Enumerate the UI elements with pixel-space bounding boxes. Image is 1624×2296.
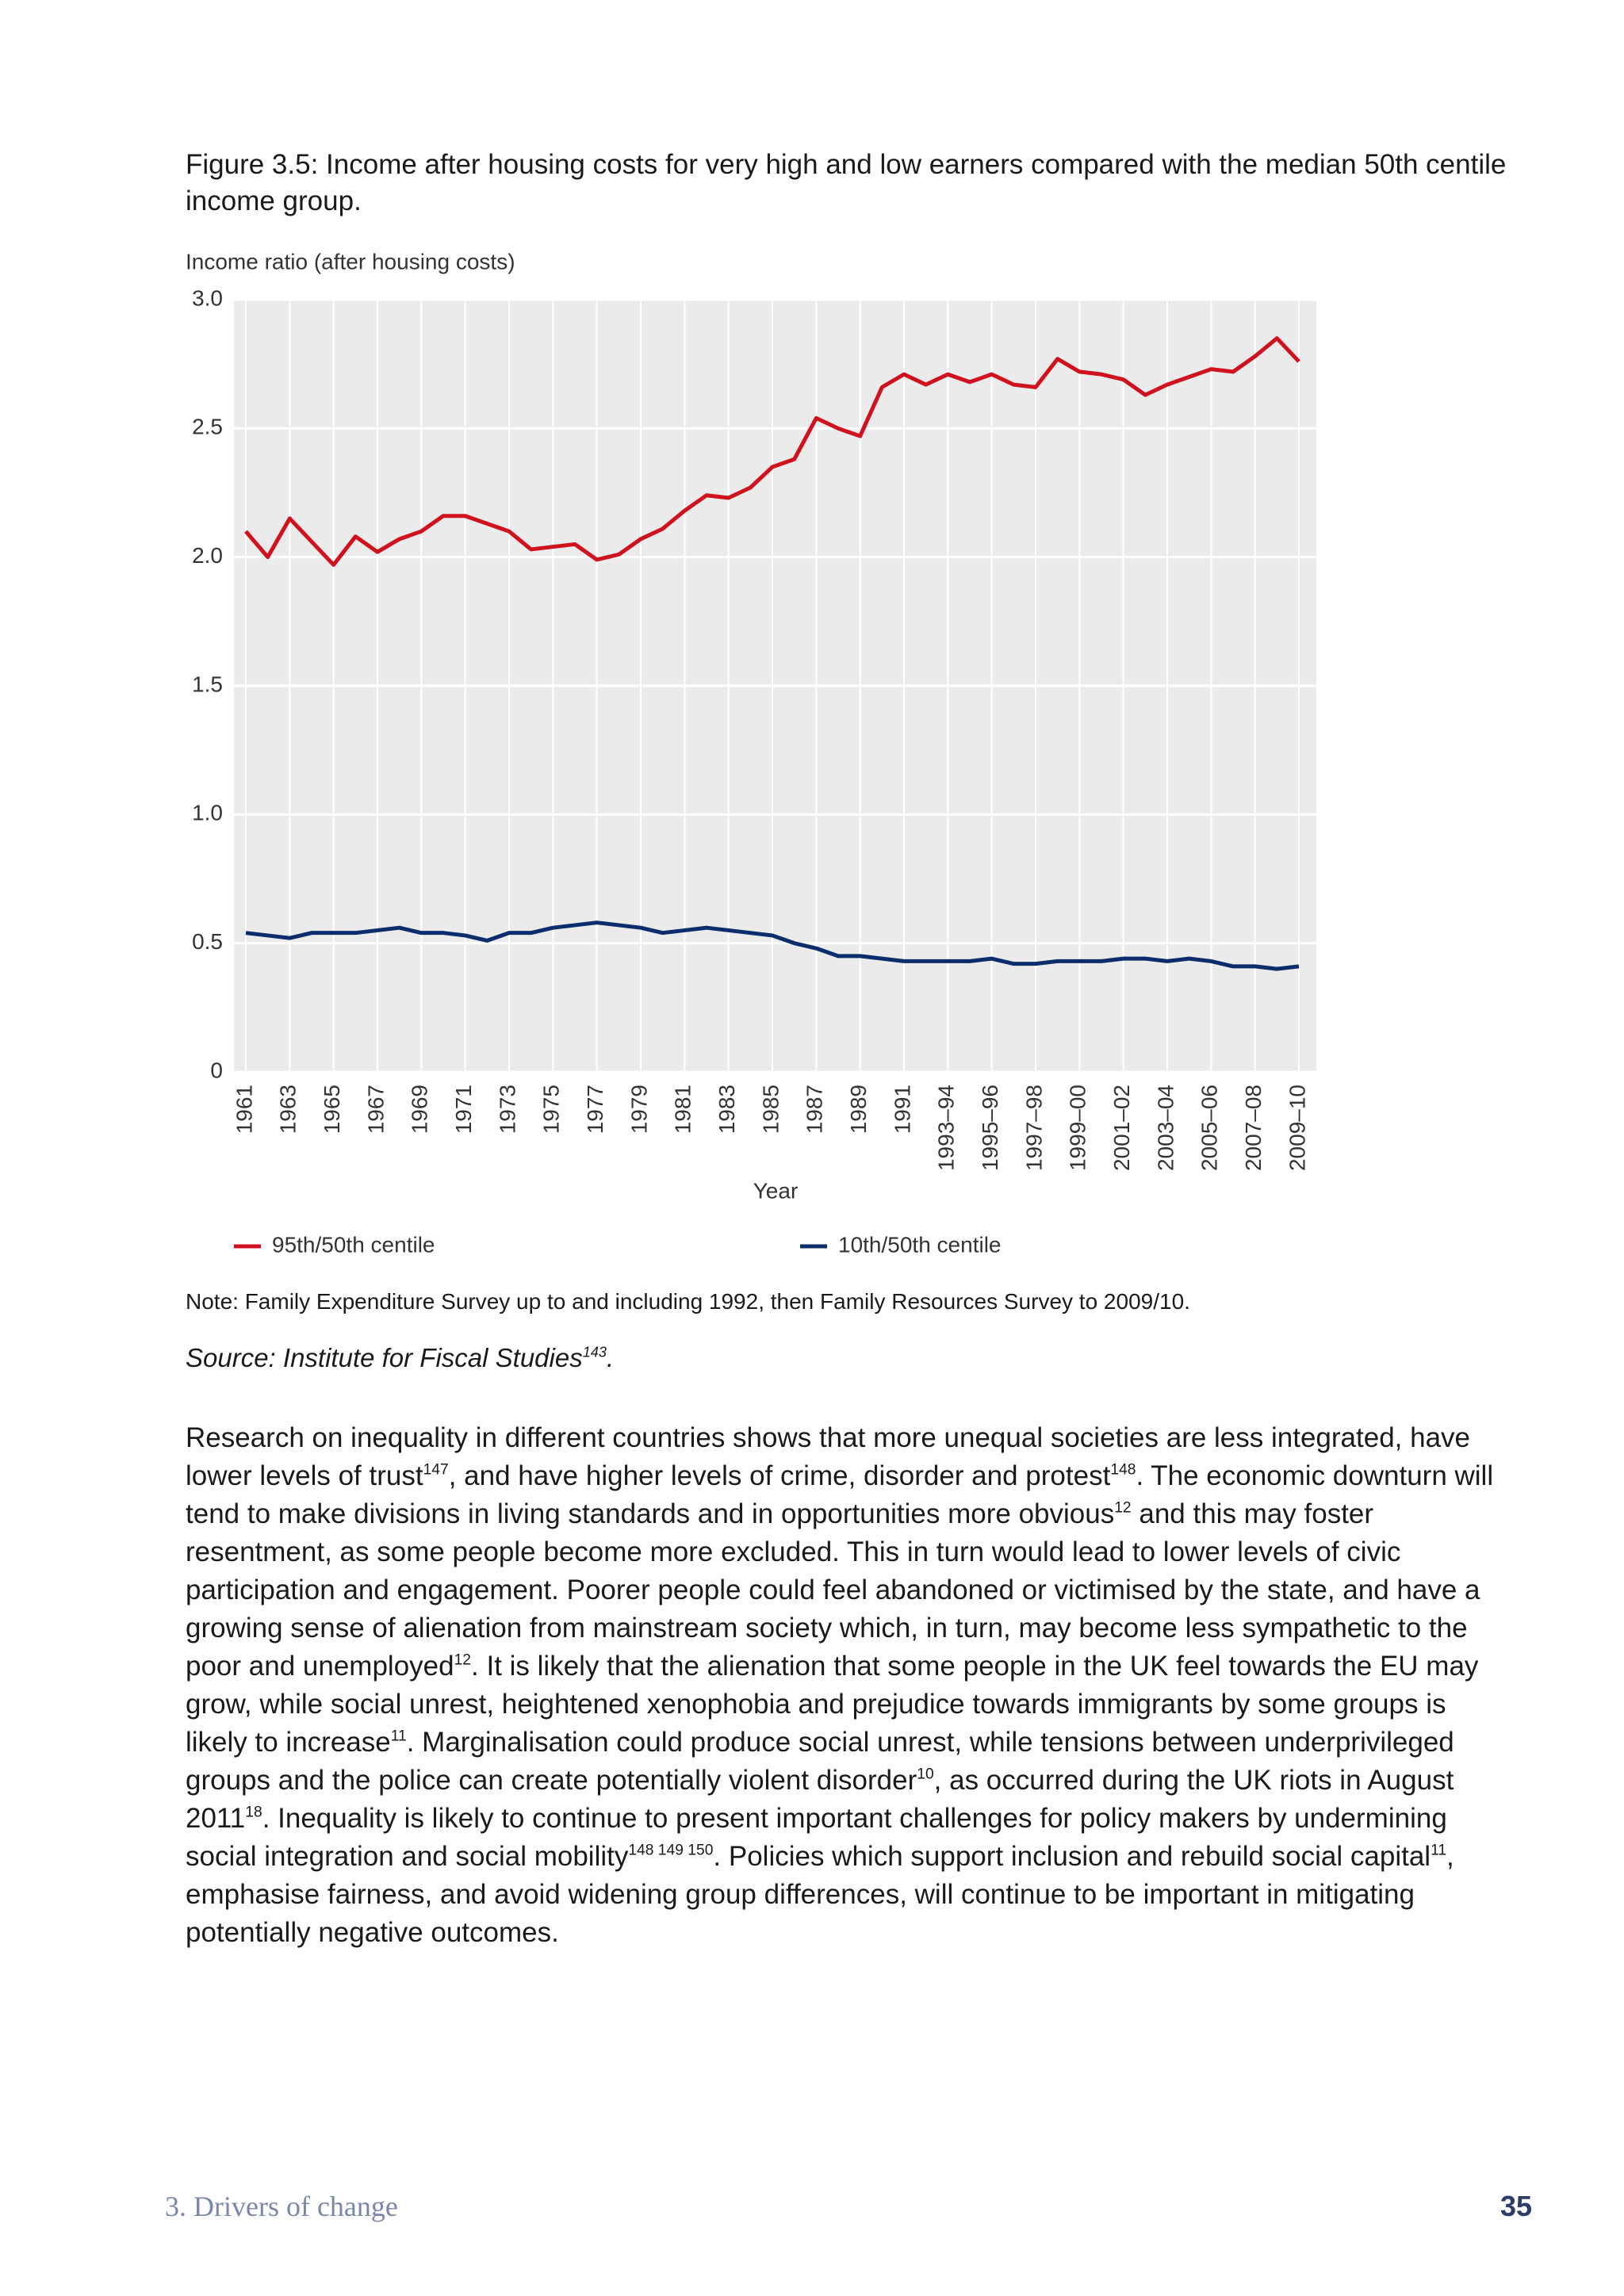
x-axis-label: Year [753, 1178, 799, 1203]
text-run: Research on inequality in different coun… [186, 1422, 1471, 1491]
text-run: . Inequality is likely to continue to pr… [186, 1803, 1447, 1872]
footer-section: 3. Drivers of change [165, 2191, 398, 2222]
reference: 12 [1114, 1499, 1132, 1517]
x-tick-label: 1989 [846, 1085, 871, 1134]
text-run: , emphasise fairness, and avoid widening… [186, 1841, 1454, 1948]
x-tick-label: 1979 [626, 1085, 651, 1134]
text-run: , and have higher levels of crime, disor… [448, 1460, 1111, 1491]
legend-label: 95th/50th centile [272, 1232, 435, 1257]
x-tick-label: 1961 [232, 1085, 256, 1134]
line-series [244, 336, 1300, 567]
y-tick-label: 1.5 [192, 672, 223, 696]
reference: 148 149 150 [628, 1842, 714, 1859]
x-tick-label: 1965 [320, 1085, 344, 1134]
x-tick-label: 1983 [714, 1085, 739, 1134]
text-run: . It is likely that the alienation that … [186, 1651, 1479, 1758]
reference: 143 [582, 1344, 607, 1360]
figure-title: Figure 3.5: Income after housing costs f… [186, 149, 1507, 216]
text-run: and this may foster resentment, as some … [186, 1498, 1480, 1682]
y-tick-label: 2.5 [192, 415, 223, 439]
x-tick-label: 2005–06 [1197, 1085, 1222, 1171]
note: Note: Family Expenditure Survey up to an… [186, 1289, 1190, 1314]
body-paragraph: Research on inequality in different coun… [186, 1419, 1510, 1952]
x-tick-label: 1969 [408, 1085, 432, 1134]
x-tick-label: 1977 [583, 1085, 607, 1134]
text-run: . Policies which support inclusion and r… [713, 1841, 1431, 1872]
text-run: , as occurred during the UK riots in Aug… [186, 1765, 1454, 1834]
x-tick-label: 1993–94 [934, 1085, 959, 1171]
x-tick-label: 1971 [451, 1085, 476, 1134]
x-tick-label: 1963 [276, 1085, 301, 1134]
x-tick-label: 2009–10 [1285, 1085, 1309, 1171]
x-tick-label: 1991 [890, 1085, 914, 1134]
legend-label: 10th/50th centile [838, 1232, 1002, 1257]
x-tick-label: 1975 [539, 1085, 564, 1134]
y-tick-label: 1.0 [192, 801, 223, 825]
text-run: Source: Institute for Fiscal Studies [186, 1343, 583, 1372]
chart: Income ratio (after housing costs) 0 0.5 1.… [186, 249, 1316, 1257]
x-tick-label: 1985 [758, 1085, 783, 1134]
reference: 18 [245, 1804, 262, 1821]
reference: 11 [1431, 1842, 1447, 1859]
x-tick-label: 1999–00 [1066, 1085, 1090, 1171]
text-run: . Marginalisation could produce social u… [186, 1727, 1454, 1796]
y-tick-label: 3.0 [192, 285, 223, 310]
reference: 11 [390, 1728, 407, 1745]
x-tick-label: 1981 [671, 1085, 695, 1134]
page-number: 35 [1500, 2190, 1532, 2222]
reference: 148 [1110, 1461, 1136, 1479]
reference: 10 [917, 1766, 934, 1783]
line-series [245, 920, 1300, 971]
y-tick-label: 2.0 [192, 543, 223, 568]
reference: 147 [423, 1461, 449, 1479]
reference: 12 [454, 1651, 472, 1669]
x-tick-label: 1995–96 [978, 1085, 1002, 1171]
text-run: . [607, 1343, 615, 1372]
x-tick-label: 2007–08 [1241, 1085, 1266, 1171]
y-tick-label: 0.5 [192, 929, 223, 954]
x-tick-label: 1967 [363, 1085, 388, 1134]
x-tick-label: 2001–02 [1109, 1085, 1134, 1171]
text-run: . The economic downturn will tend to mak… [186, 1460, 1494, 1529]
y-axis-label: Income ratio (after housing costs) [186, 249, 515, 274]
x-tick-label: 1987 [802, 1085, 827, 1134]
x-tick-label: 2003–04 [1153, 1085, 1178, 1171]
source: Source: Institute for Fiscal Studies143. [186, 1343, 614, 1373]
y-tick-label: 0 [210, 1058, 223, 1082]
x-tick-label: 1973 [495, 1085, 519, 1134]
x-tick-label: 1997–98 [1021, 1085, 1046, 1171]
